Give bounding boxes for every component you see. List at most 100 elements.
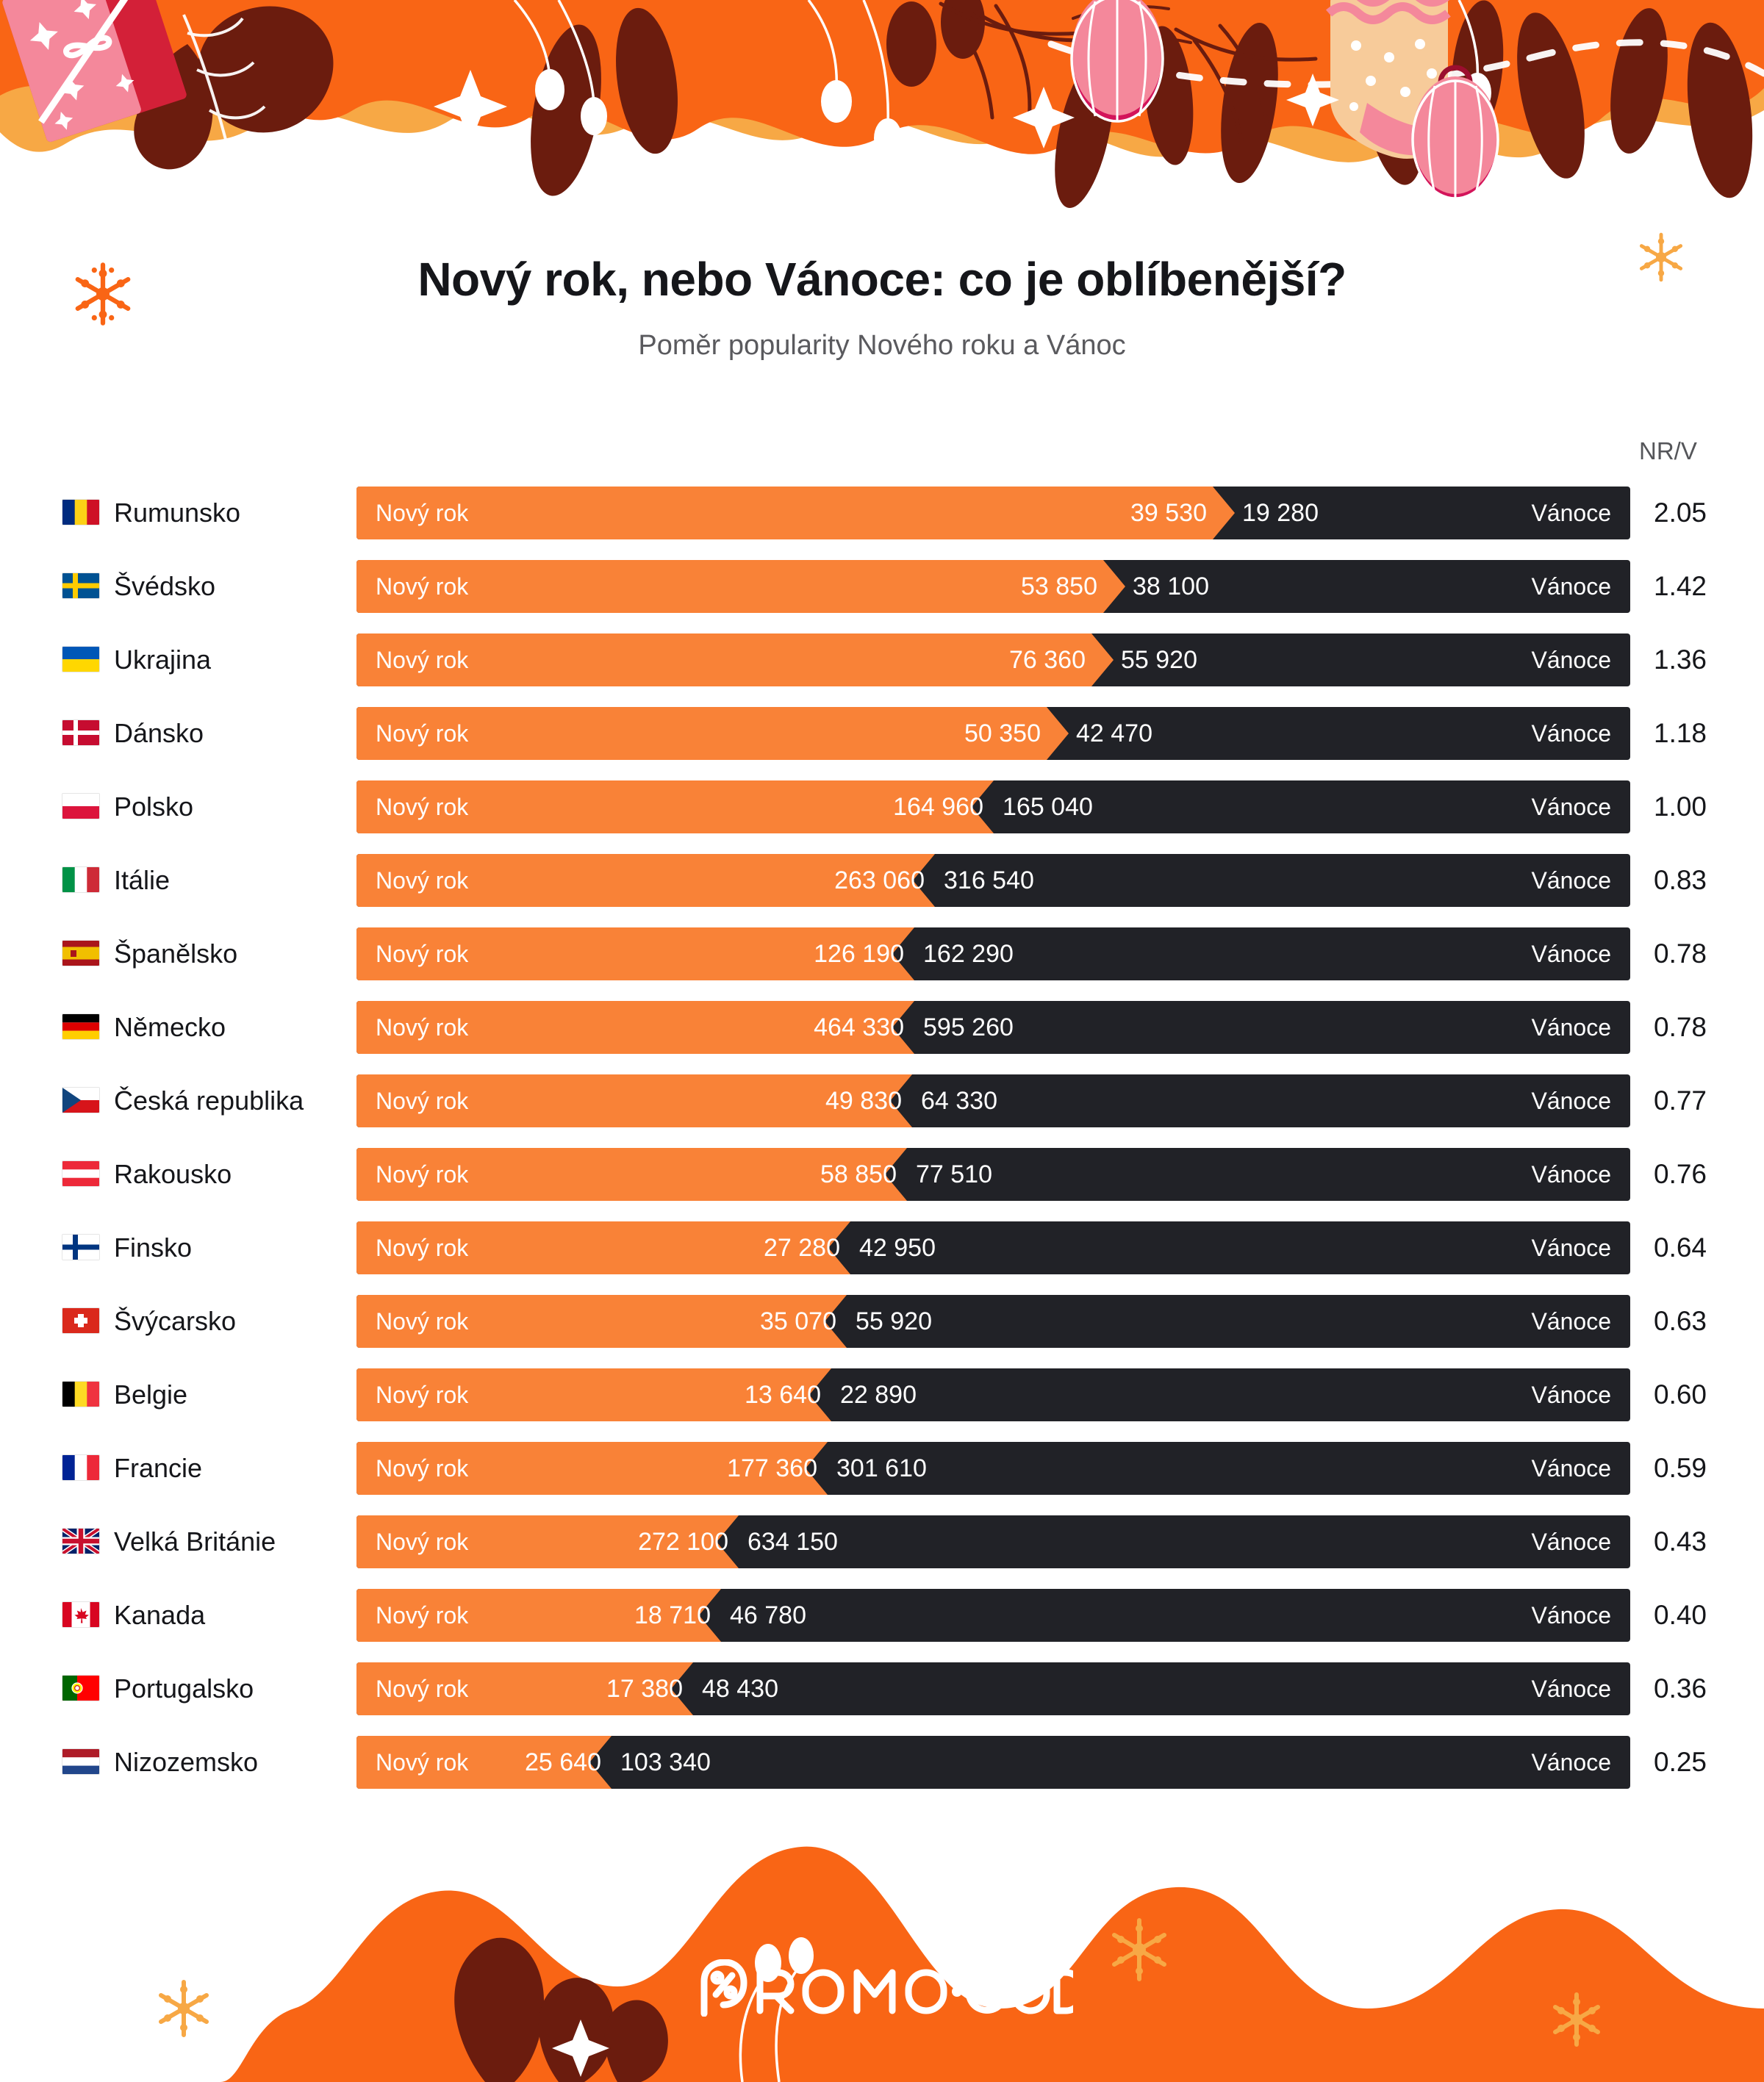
series-label-christmas: Vánoce	[1531, 720, 1611, 747]
country-label: Finsko	[114, 1232, 193, 1263]
flag-icon-pl	[62, 794, 99, 819]
chart-row: Ukrajina Nový rok 76 360 55 920 Vánoce 1.36	[0, 623, 1764, 697]
flag-icon-ch	[62, 1308, 99, 1333]
bar: Nový rok 272 100 634 150 Vánoce	[356, 1515, 1630, 1568]
series-label-christmas: Vánoce	[1531, 1235, 1611, 1261]
bar-segment-new-year	[356, 1662, 693, 1715]
ratio-value: 0.63	[1654, 1306, 1707, 1336]
bar-segment-new-year	[356, 1515, 739, 1568]
chart-row: Francie Nový rok 177 360 301 610 Vánoce 0.59	[0, 1432, 1764, 1505]
value-christmas: 38 100	[1133, 572, 1209, 600]
value-new-year: 58 850	[820, 1160, 897, 1188]
flag-icon-es	[62, 941, 99, 966]
chart-row: Belgie Nový rok 13 640 22 890 Vánoce 0.60	[0, 1358, 1764, 1432]
value-christmas: 64 330	[921, 1087, 997, 1115]
chart-row: Švýcarsko Nový rok 35 070 55 920 Vánoce 0.63	[0, 1285, 1764, 1358]
bar: Nový rok 35 070 55 920 Vánoce	[356, 1295, 1630, 1348]
flag-icon-cz	[62, 1088, 99, 1113]
ratio-value: 1.36	[1654, 645, 1707, 675]
ratio-value: 0.36	[1654, 1673, 1707, 1704]
title-block: Nový rok, nebo Vánoce: co je oblíbenější…	[0, 254, 1764, 362]
ratio-value: 0.76	[1654, 1159, 1707, 1189]
ratio-value: 0.40	[1654, 1600, 1707, 1630]
series-label-christmas: Vánoce	[1531, 573, 1611, 600]
series-label-new-year: Nový rok	[376, 1235, 469, 1261]
country-label: Polsko	[114, 791, 194, 822]
bar: Nový rok 49 830 64 330 Vánoce	[356, 1074, 1630, 1127]
chart-row: Kanada Nový rok 18 710 46 780 Vánoce 0.40	[0, 1579, 1764, 1652]
header-decoration	[0, 0, 1764, 243]
country-label: Itálie	[114, 865, 171, 895]
bar: Nový rok 39 530 19 280 Vánoce	[356, 487, 1630, 539]
series-label-new-year: Nový rok	[376, 1455, 469, 1482]
value-new-year: 272 100	[638, 1528, 728, 1556]
chart-row: Nizozemsko Nový rok 25 640 103 340 Vánoce 0.2…	[0, 1726, 1764, 1799]
bar: Nový rok 25 640 103 340 Vánoce	[356, 1736, 1630, 1789]
flag-icon-dk	[62, 720, 99, 745]
ratio-value: 0.77	[1654, 1085, 1707, 1116]
value-christmas: 42 950	[859, 1234, 936, 1262]
bar-segment-new-year	[356, 927, 914, 980]
value-new-year: 177 360	[727, 1454, 817, 1482]
series-label-christmas: Vánoce	[1531, 1382, 1611, 1408]
bar-segment-new-year	[356, 854, 935, 907]
country-label: Švýcarsko	[114, 1306, 237, 1336]
footer-decoration	[0, 1766, 1764, 2082]
value-christmas: 77 510	[916, 1160, 992, 1188]
flag-icon-de	[62, 1014, 99, 1039]
bar-segment-new-year	[356, 1074, 912, 1127]
flag-icon-gb	[62, 1529, 99, 1554]
value-new-year: 25 640	[525, 1748, 601, 1776]
series-label-new-year: Nový rok	[376, 1308, 469, 1335]
country-label: Španělsko	[114, 938, 238, 969]
value-new-year: 164 960	[893, 793, 983, 821]
value-new-year: 35 070	[760, 1307, 836, 1335]
ratio-value: 2.05	[1654, 498, 1707, 528]
value-christmas: 55 920	[856, 1307, 932, 1335]
ratio-value: 1.42	[1654, 571, 1707, 601]
flag-icon-ca	[62, 1602, 99, 1627]
country-label: Velká Británie	[114, 1526, 276, 1557]
chart-row: Rumunsko Nový rok 39 530 19 280 Vánoce 2.05	[0, 476, 1764, 550]
series-label-new-year: Nový rok	[376, 1529, 469, 1555]
page-title: Nový rok, nebo Vánoce: co je oblíbenější…	[417, 253, 1347, 306]
bar: Nový rok 13 640 22 890 Vánoce	[356, 1368, 1630, 1421]
series-label-new-year: Nový rok	[376, 573, 469, 600]
series-label-christmas: Vánoce	[1531, 1602, 1611, 1629]
bar-segment-new-year	[356, 1221, 850, 1274]
flag-icon-at	[62, 1161, 99, 1186]
flag-icon-it	[62, 867, 99, 892]
bar-segment-new-year	[356, 633, 1114, 686]
value-new-year: 76 360	[1009, 646, 1086, 674]
ratio-value: 0.78	[1654, 938, 1707, 969]
ratio-value: 0.59	[1654, 1453, 1707, 1483]
value-new-year: 263 060	[834, 866, 925, 894]
chart-row: Itálie Nový rok 263 060 316 540 Vánoce 0.83	[0, 844, 1764, 917]
ratio-value: 0.60	[1654, 1379, 1707, 1410]
value-new-year: 53 850	[1021, 572, 1097, 600]
value-christmas: 316 540	[944, 866, 1034, 894]
snowflake-icon	[70, 261, 136, 327]
bar-segment-new-year	[356, 487, 1235, 539]
bar-segment-new-year	[356, 1295, 847, 1348]
value-new-year: 50 350	[964, 719, 1041, 747]
series-label-new-year: Nový rok	[376, 1382, 469, 1408]
bar: Nový rok 53 850 38 100 Vánoce	[356, 560, 1630, 613]
value-new-year: 126 190	[814, 940, 904, 968]
value-new-year: 13 640	[745, 1381, 821, 1409]
flag-icon-be	[62, 1382, 99, 1407]
country-label: Kanada	[114, 1600, 206, 1630]
bar-segment-new-year	[356, 1001, 914, 1054]
bar: Nový rok 126 190 162 290 Vánoce	[356, 927, 1630, 980]
value-christmas: 301 610	[836, 1454, 927, 1482]
bar: Nový rok 50 350 42 470 Vánoce	[356, 707, 1630, 760]
value-new-year: 39 530	[1130, 499, 1207, 527]
country-label: Rumunsko	[114, 498, 241, 528]
country-label: Rakousko	[114, 1159, 232, 1189]
series-label-new-year: Nový rok	[376, 1088, 469, 1114]
series-label-new-year: Nový rok	[376, 867, 469, 894]
country-label: Ukrajina	[114, 645, 212, 675]
value-christmas: 22 890	[840, 1381, 917, 1409]
flag-icon-ro	[62, 500, 99, 525]
